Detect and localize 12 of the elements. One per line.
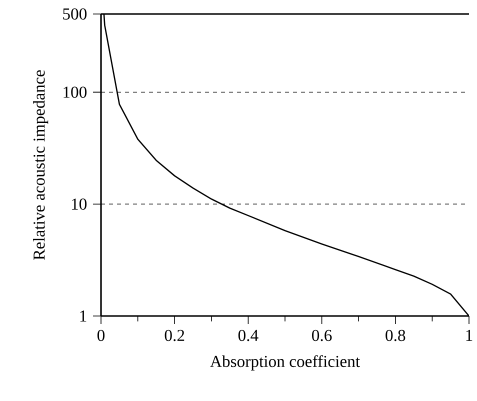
x-tick-label: 0.8 [386, 330, 406, 342]
y-tick-label: 10 [72, 198, 87, 210]
x-tick-label: 0.6 [312, 330, 332, 342]
x-tick-label: 1 [466, 330, 472, 341]
x-tick-label: 0 [97, 330, 105, 342]
y-tick-label: 500 [63, 8, 87, 20]
y-axis-title: Relative acoustic impedance [33, 70, 48, 260]
y-tick-label: 100 [64, 86, 87, 98]
y-tick-label: 1 [80, 310, 86, 322]
x-tick-label: 0.2 [164, 330, 184, 342]
x-axis-title: Absorption coefficient [210, 355, 360, 370]
x-tick-label: 0.4 [238, 330, 258, 342]
